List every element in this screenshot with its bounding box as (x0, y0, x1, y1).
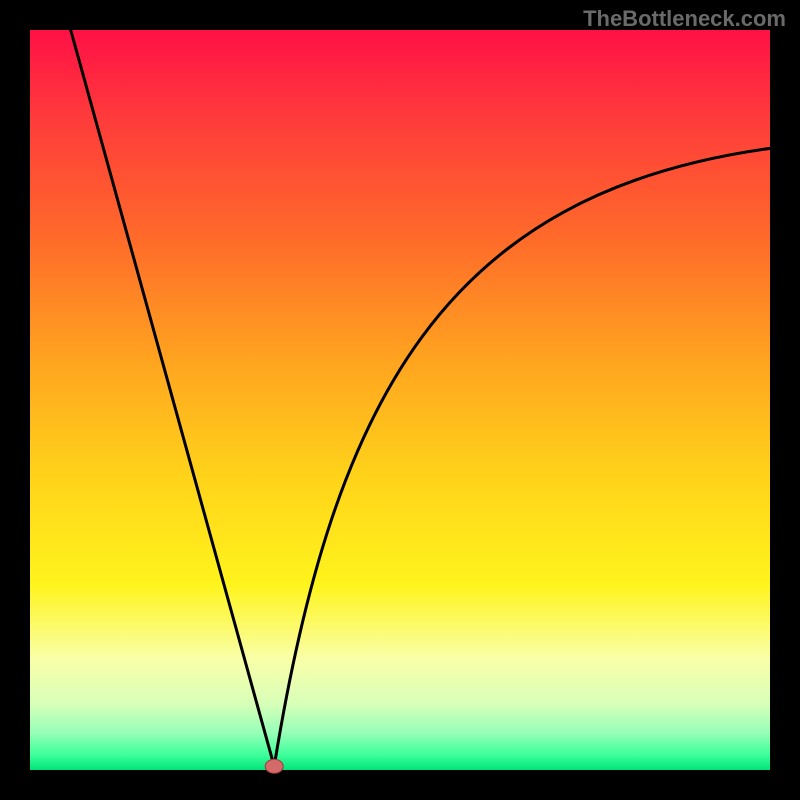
watermark-text: TheBottleneck.com (583, 6, 786, 32)
chart-container: TheBottleneck.com (0, 0, 800, 800)
plot-area (30, 30, 770, 770)
